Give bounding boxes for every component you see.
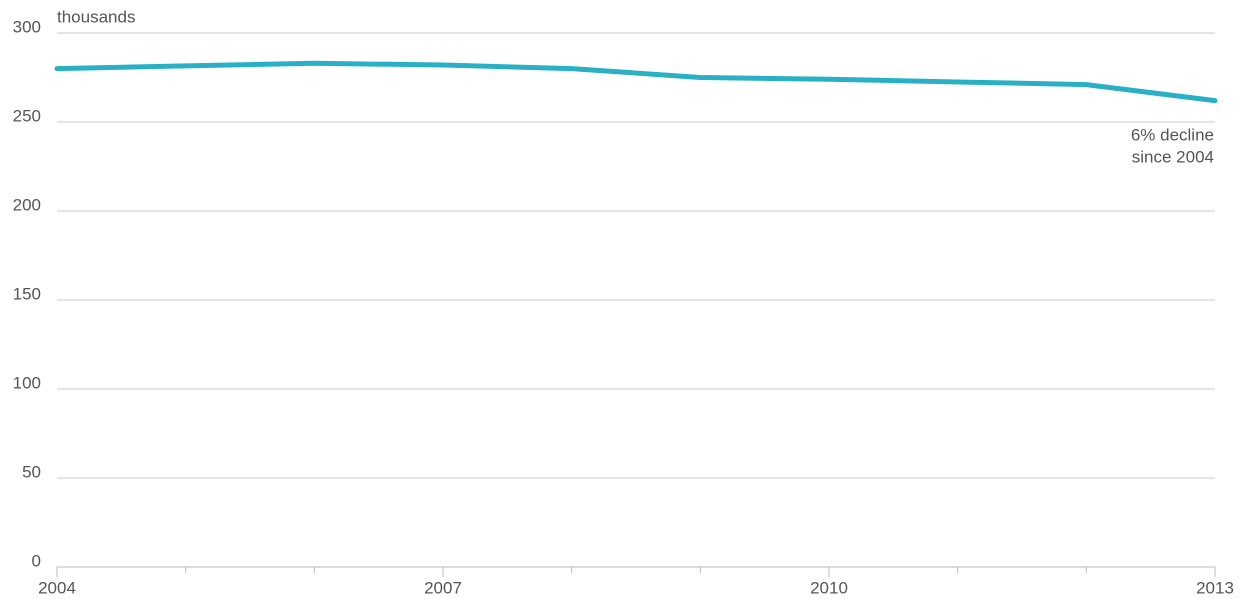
y-tick-label: 50	[22, 462, 41, 481]
y-tick-label: 250	[13, 106, 41, 125]
x-tick-label: 2007	[424, 578, 462, 597]
y-tick-label: 0	[32, 551, 41, 570]
x-tick-label: 2004	[38, 578, 76, 597]
y-tick-label: 100	[13, 373, 41, 392]
x-tick-label: 2013	[1196, 578, 1234, 597]
y-tick-label: 150	[13, 284, 41, 303]
y-tick-label: 300	[13, 17, 41, 36]
y-tick-label: 200	[13, 195, 41, 214]
annotation: since 2004	[1132, 147, 1214, 166]
x-tick-label: 2010	[810, 578, 848, 597]
data-line	[54, 60, 1218, 104]
annotation: 6% decline	[1131, 125, 1214, 144]
y-axis-label: thousands	[57, 7, 135, 26]
